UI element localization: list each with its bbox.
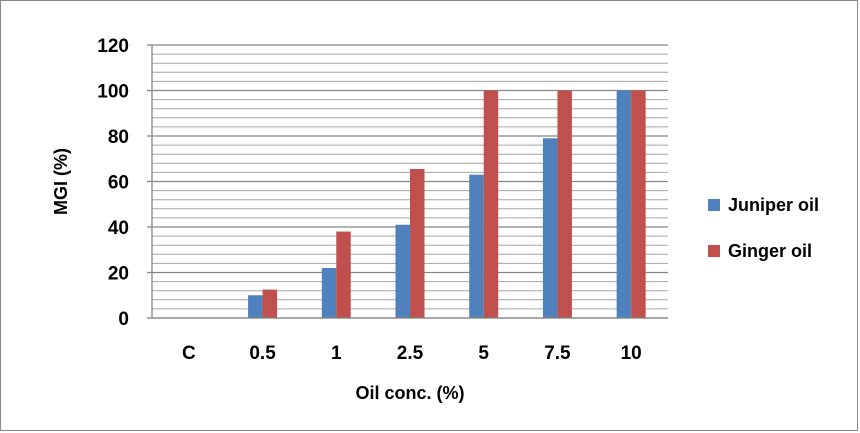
bar-ginger-oil-7.5 xyxy=(557,90,572,318)
bar-juniper-oil-1 xyxy=(321,267,337,318)
y-tick-label: 0 xyxy=(118,309,129,330)
x-tick-labels: C 0.5 1 2.5 5 7.5 10 xyxy=(182,343,642,364)
y-tick-label: 20 xyxy=(108,264,129,285)
bar-juniper-oil-2.5 xyxy=(395,224,410,318)
y-tick-label: 60 xyxy=(108,173,129,194)
bar-ginger-oil-0.5 xyxy=(262,289,278,318)
bar-juniper-oil-7.5 xyxy=(542,138,558,318)
x-tick-label: C xyxy=(182,343,196,364)
y-tick-label: 100 xyxy=(97,82,129,103)
bar-ginger-oil-1 xyxy=(336,231,351,318)
x-tick-label: 7.5 xyxy=(544,343,571,364)
bar-juniper-oil-0.5 xyxy=(248,295,263,318)
legend-swatch xyxy=(708,199,720,211)
y-axis-title: MGI (%) xyxy=(51,148,71,215)
bars xyxy=(248,90,646,318)
x-tick-label: 10 xyxy=(621,343,642,364)
legend-label: Juniper oil xyxy=(728,195,819,215)
y-tick-label: 120 xyxy=(97,36,129,57)
axes xyxy=(147,44,668,319)
legend: Juniper oil Ginger oil xyxy=(708,195,819,261)
bar-ginger-oil-2.5 xyxy=(410,168,425,318)
x-tick-label: 0.5 xyxy=(249,343,276,364)
x-axis-title: Oil conc. (%) xyxy=(355,383,464,403)
y-tick-label: 40 xyxy=(108,218,129,239)
x-tick-label: 2.5 xyxy=(397,343,424,364)
legend-label: Ginger oil xyxy=(728,241,812,261)
y-tick-labels: 0 20 40 60 80 100 120 xyxy=(97,36,129,330)
x-tick-label: 1 xyxy=(331,343,342,364)
bar-juniper-oil-5 xyxy=(469,174,484,318)
y-tick-label: 80 xyxy=(108,127,129,148)
x-tick-label: 5 xyxy=(478,343,489,364)
bar-juniper-oil-10 xyxy=(616,90,632,318)
bar-ginger-oil-5 xyxy=(483,90,499,318)
bar-ginger-oil-10 xyxy=(631,90,646,318)
legend-swatch xyxy=(708,245,720,257)
